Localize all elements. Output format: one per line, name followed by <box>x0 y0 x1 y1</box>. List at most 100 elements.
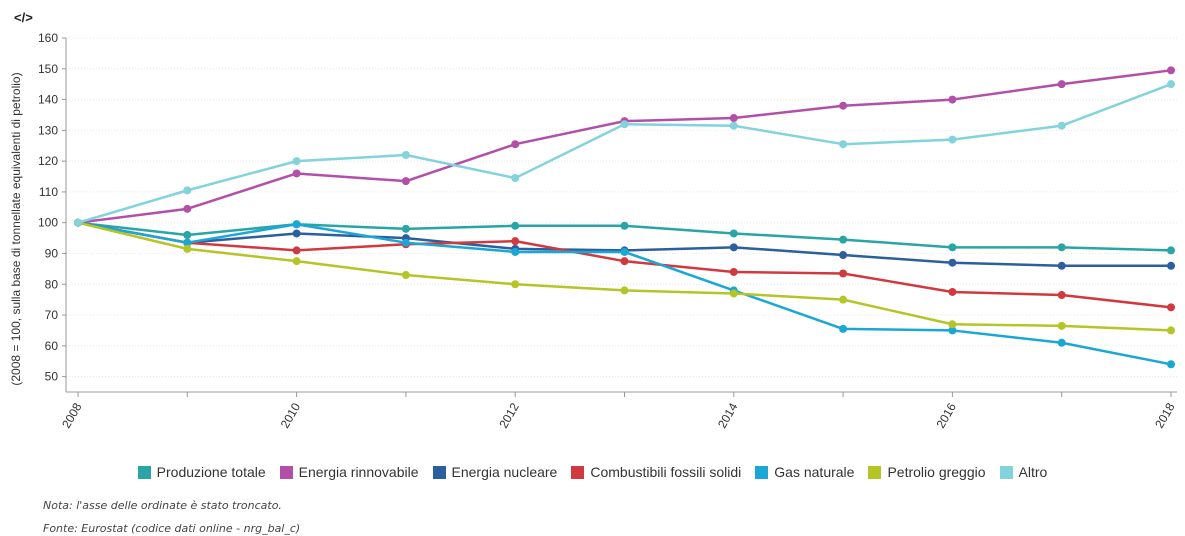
legend-label: Altro <box>1018 464 1048 480</box>
y-tick-label: 90 <box>45 246 59 260</box>
data-point <box>839 140 848 149</box>
x-tick-label: 2010 <box>278 400 304 430</box>
data-point <box>511 237 520 246</box>
data-point <box>1167 360 1175 369</box>
data-point <box>511 174 520 183</box>
data-point <box>401 271 410 280</box>
y-tick-label: 160 <box>38 31 58 45</box>
data-point <box>948 243 957 252</box>
data-point <box>1057 121 1066 130</box>
data-point <box>729 267 738 276</box>
y-tick-label: 70 <box>45 308 59 322</box>
data-point <box>74 218 82 227</box>
legend-swatch <box>432 465 446 479</box>
x-tick-label: 2016 <box>934 400 960 430</box>
data-point <box>948 258 957 267</box>
legend-swatch <box>999 465 1013 479</box>
legend-item[interactable]: Gas naturale <box>755 464 854 480</box>
data-point <box>729 121 738 130</box>
line-chart: 50 60 70 80 90 100 110 120 130 140 150 160 2008 2010 2… <box>9 31 1178 431</box>
legend-swatch <box>755 465 769 479</box>
legend-item[interactable]: Energia rinnovabile <box>279 464 419 480</box>
data-point <box>948 135 957 144</box>
data-point <box>292 220 301 229</box>
data-point <box>839 251 848 260</box>
data-point <box>292 257 301 266</box>
legend-item[interactable]: Altro <box>999 464 1048 480</box>
y-tick-label: 100 <box>38 216 58 230</box>
y-tick-label: 130 <box>38 123 58 137</box>
y-tick-label: 50 <box>45 370 59 384</box>
data-point <box>511 221 520 230</box>
data-point <box>292 157 301 166</box>
x-tick-label: 2018 <box>1152 400 1178 430</box>
data-point <box>620 257 629 266</box>
data-point <box>1057 261 1066 270</box>
legend-label: Petrolio greggio <box>887 464 986 480</box>
x-tick-label: 2008 <box>59 400 85 430</box>
data-point <box>620 286 629 295</box>
y-tick-label: 150 <box>38 62 58 76</box>
data-point <box>511 140 520 149</box>
data-point <box>1167 326 1175 335</box>
data-point <box>1057 338 1066 347</box>
data-point <box>1167 80 1175 89</box>
data-point <box>948 326 957 335</box>
data-point <box>183 186 192 195</box>
legend-item[interactable]: Combustibili fossili solidi <box>571 464 741 480</box>
data-point <box>292 229 301 238</box>
data-point <box>401 238 410 247</box>
chart-legend: Produzione totale Energia rinnovabile Ener… <box>0 464 1185 480</box>
y-tick-label: 80 <box>45 277 59 291</box>
y-tick-label: 120 <box>38 154 58 168</box>
legend-label: Energia nucleare <box>451 464 558 480</box>
embed-code-icon[interactable]: </> <box>14 10 33 25</box>
series-line <box>77 69 1172 224</box>
data-point <box>1167 246 1175 255</box>
legend-item[interactable]: Produzione totale <box>137 464 266 480</box>
data-point <box>839 324 848 333</box>
legend-swatch <box>571 465 585 479</box>
data-point <box>1057 291 1066 300</box>
series-line <box>77 83 1172 224</box>
data-point <box>948 320 957 329</box>
y-tick-label: 140 <box>38 93 58 107</box>
data-point <box>183 238 192 247</box>
data-point <box>839 269 848 278</box>
data-point <box>1167 303 1175 312</box>
chart-source: Fonte: Eurostat (codice dati online - nr… <box>43 522 301 535</box>
data-point <box>729 289 738 298</box>
y-axis-title: (2008 = 100, sulla base di tonnellate eq… <box>9 72 23 385</box>
data-point <box>183 244 192 253</box>
data-point <box>292 169 301 178</box>
legend-item[interactable]: Energia nucleare <box>432 464 558 480</box>
data-point <box>292 246 301 255</box>
y-tick-label: 60 <box>45 339 59 353</box>
data-point <box>1057 243 1066 252</box>
data-point <box>839 295 848 304</box>
data-point <box>620 247 629 256</box>
legend-swatch <box>279 465 293 479</box>
legend-label: Energia rinnovabile <box>298 464 419 480</box>
data-point <box>511 280 520 289</box>
data-point <box>511 247 520 256</box>
data-point <box>401 150 410 159</box>
data-point <box>183 231 192 240</box>
data-point <box>729 243 738 252</box>
data-point <box>1167 261 1175 270</box>
data-point <box>401 177 410 186</box>
legend-swatch <box>137 465 151 479</box>
legend-item[interactable]: Petrolio greggio <box>868 464 986 480</box>
data-point <box>839 235 848 244</box>
data-point <box>620 221 629 230</box>
x-tick-label: 2014 <box>715 400 741 430</box>
legend-label: Gas naturale <box>774 464 855 480</box>
data-point <box>401 224 410 233</box>
data-point <box>839 101 848 110</box>
y-tick-label: 110 <box>39 185 58 199</box>
data-point <box>1057 80 1066 89</box>
data-point <box>620 120 629 129</box>
data-point <box>729 114 738 123</box>
data-point <box>1167 66 1175 75</box>
legend-label: Combustibili fossili solidi <box>590 464 742 480</box>
